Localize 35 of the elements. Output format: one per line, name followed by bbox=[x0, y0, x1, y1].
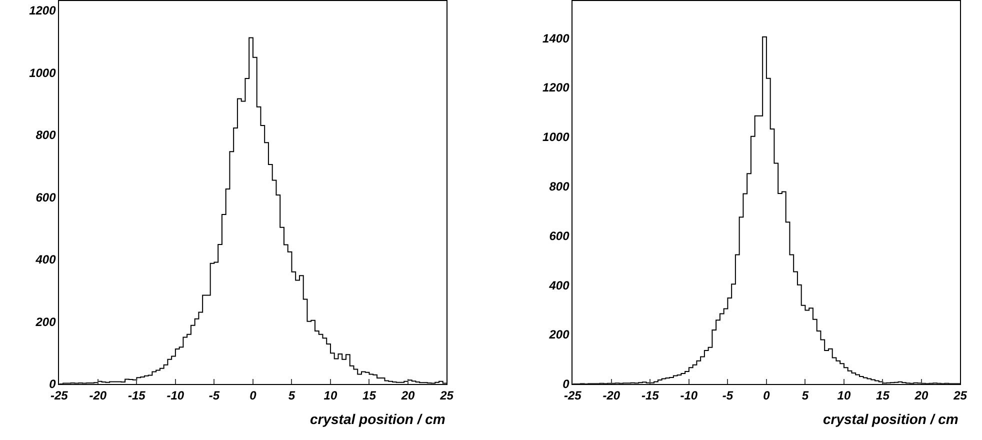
x-tick-label: -15 bbox=[128, 388, 146, 402]
x-axis-title: crystal position / cm bbox=[310, 411, 446, 427]
y-tick-label: 200 bbox=[34, 314, 56, 329]
x-tick-label: 25 bbox=[952, 388, 968, 402]
y-tick-label: 1200 bbox=[542, 80, 570, 95]
y-tick-label: 400 bbox=[548, 278, 570, 292]
x-tick-label: 10 bbox=[837, 388, 851, 402]
y-tick-label: 1200 bbox=[29, 4, 56, 18]
x-tick-label: -20 bbox=[602, 388, 620, 402]
y-tick-label: 200 bbox=[548, 328, 570, 342]
x-tick-label: -10 bbox=[166, 388, 184, 402]
x-tick-label: -5 bbox=[722, 388, 734, 402]
x-axis-title: crystal position / cm bbox=[823, 411, 958, 427]
x-tick-label: -10 bbox=[680, 388, 698, 402]
y-tick-label: 600 bbox=[549, 228, 570, 243]
x-tick-label: 5 bbox=[802, 388, 809, 402]
x-tick-label: 10 bbox=[324, 388, 338, 402]
y-tick-label: 1400 bbox=[542, 31, 570, 46]
x-tick-label: 5 bbox=[288, 388, 296, 402]
x-tick-label: 15 bbox=[362, 388, 376, 402]
x-tick-label: -5 bbox=[208, 388, 220, 402]
x-tick-label: 20 bbox=[914, 388, 928, 402]
y-tick-label: 1000 bbox=[542, 130, 570, 144]
y-tick-label: 800 bbox=[36, 128, 56, 142]
x-tick-label: 0 bbox=[250, 388, 257, 402]
y-tick-label: 1000 bbox=[29, 66, 56, 80]
x-tick-label: -20 bbox=[89, 388, 107, 402]
x-tick-label: 25 bbox=[439, 388, 454, 402]
y-tick-label: 600 bbox=[36, 190, 56, 204]
x-tick-label: 20 bbox=[400, 388, 415, 402]
y-tick-label: 800 bbox=[549, 179, 570, 194]
x-tick-label: 0 bbox=[763, 388, 770, 402]
y-tick-label: 400 bbox=[34, 252, 56, 267]
x-tick-label: -15 bbox=[642, 388, 660, 402]
x-tick-label: 15 bbox=[876, 388, 890, 402]
